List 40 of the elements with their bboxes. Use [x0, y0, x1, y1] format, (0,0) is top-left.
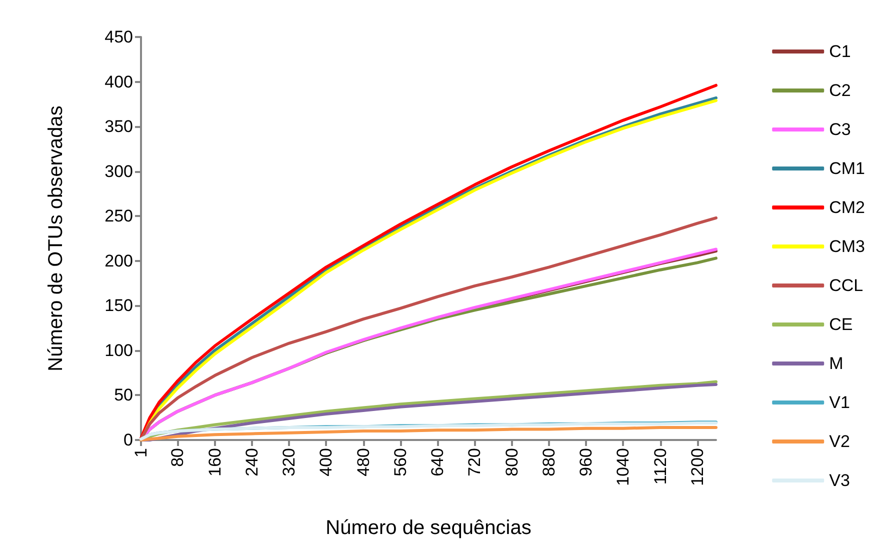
x-tick-label: 720: [465, 448, 484, 476]
x-tick-label: 960: [576, 448, 596, 476]
x-tick-label: 320: [280, 448, 299, 476]
x-axis-title: Número de sequências: [326, 517, 532, 539]
y-tick-label: 200: [104, 251, 133, 270]
x-tick-label: 480: [354, 448, 373, 476]
legend-label: V1: [829, 393, 850, 412]
y-tick-label: 250: [104, 206, 133, 226]
y-tick-label: 450: [104, 28, 133, 46]
y-axis-title: Número de OTUs observadas: [45, 106, 67, 372]
y-tick-label: 0: [124, 430, 133, 450]
x-tick-label: 880: [539, 448, 558, 476]
legend-label: CM1: [829, 159, 866, 178]
x-tick-label: 240: [242, 448, 262, 476]
x-tick-label: 1040: [614, 448, 633, 486]
legend-label: CE: [829, 315, 853, 334]
legend-label: C2: [829, 81, 851, 100]
x-tick-label: 1: [132, 448, 150, 458]
legend-label: CCL: [829, 276, 864, 295]
x-tick-label: 640: [428, 448, 448, 476]
legend-label: M: [829, 354, 844, 373]
legend-label: V2: [829, 432, 850, 451]
legend-label: V3: [829, 471, 850, 490]
x-tick-label: 1200: [688, 448, 707, 486]
x-tick-label: 800: [502, 448, 522, 476]
y-tick-label: 50: [114, 386, 133, 405]
x-tick-label: 1120: [650, 448, 670, 485]
legend-label: C3: [829, 120, 851, 139]
legend-label: C1: [829, 42, 851, 61]
x-tick-label: 560: [390, 448, 410, 476]
y-tick-label: 400: [104, 72, 133, 92]
x-tick-label: 400: [316, 448, 336, 476]
x-tick-label: 80: [168, 448, 188, 467]
y-tick-label: 150: [104, 296, 133, 316]
legend-label: CM2: [829, 198, 866, 217]
y-tick-label: 100: [104, 340, 133, 360]
y-tick-label: 300: [104, 162, 133, 181]
x-tick-label: 160: [205, 448, 224, 476]
y-tick-label: 350: [104, 117, 133, 136]
legend-label: CM3: [829, 237, 866, 256]
